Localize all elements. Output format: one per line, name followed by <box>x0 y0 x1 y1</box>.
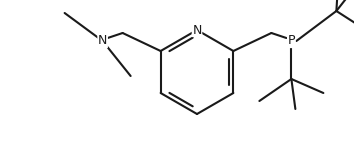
Text: N: N <box>192 24 202 36</box>
Text: N: N <box>98 34 107 47</box>
Text: P: P <box>287 34 295 47</box>
